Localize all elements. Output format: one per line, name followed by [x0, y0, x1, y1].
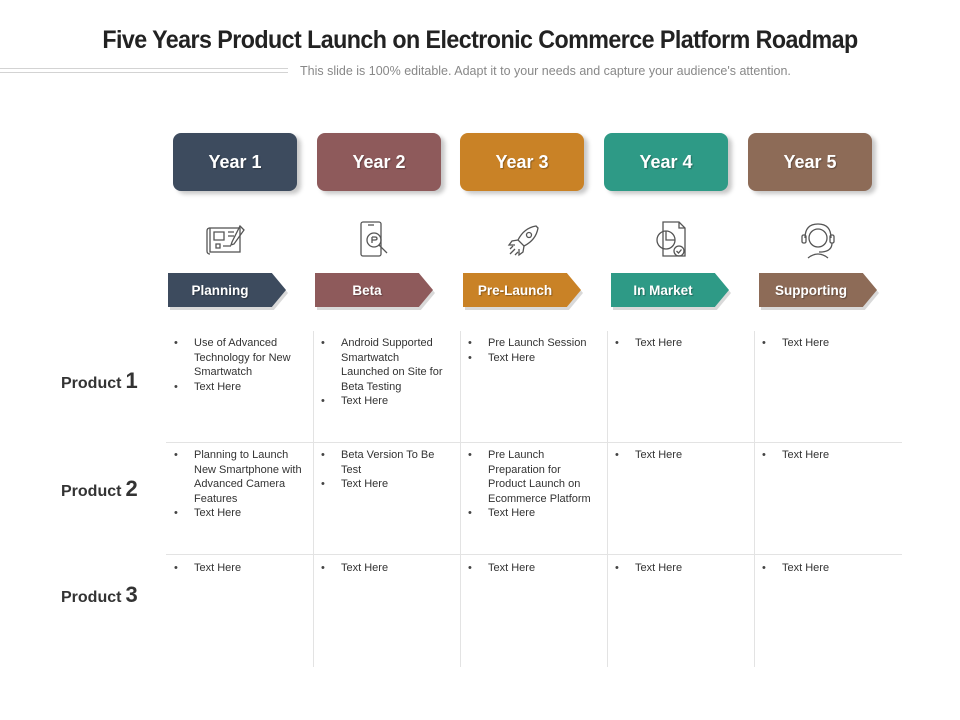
bullet-item: Text Here	[321, 561, 449, 576]
bullet-item: Text Here	[321, 477, 449, 492]
grid-cell: Text Here	[762, 448, 890, 463]
phase-label: Planning	[191, 282, 249, 298]
year-card-1: Year 1	[173, 133, 297, 191]
year-card-label: Year 2	[352, 151, 406, 172]
product-label-text: Product	[61, 589, 122, 606]
phase-arrow-supporting: Supporting	[759, 273, 877, 307]
bullet-list: Text Here	[762, 448, 890, 463]
bullet-item: Pre Launch Preparation for Product Launc…	[468, 448, 596, 506]
bullet-list: Planning to Launch New Smartphone with A…	[174, 448, 302, 521]
pie-chart-report-icon	[649, 218, 693, 262]
grid-cell: Beta Version To Be TestText Here	[321, 448, 449, 492]
bullet-item: Text Here	[468, 351, 596, 366]
bullet-item: Text Here	[762, 561, 890, 576]
bullet-list: Use of Advanced Technology for New Smart…	[174, 336, 302, 394]
grid-cell: Android Supported Smartwatch Launched on…	[321, 336, 449, 409]
bullet-list: Beta Version To Be TestText Here	[321, 448, 449, 492]
product-label-3: Product 3	[61, 582, 138, 608]
year-card-label: Year 1	[208, 151, 262, 172]
bullet-item: Text Here	[615, 561, 743, 576]
product-label-text: Product	[61, 483, 122, 500]
phase-arrow-in-market: In Market	[611, 273, 729, 307]
grid-column-divider	[754, 331, 755, 667]
product-label-number: 1	[125, 368, 138, 393]
slide-title: Five Years Product Launch on Electronic …	[102, 26, 858, 54]
year-card-5: Year 5	[748, 133, 872, 191]
bullet-item: Text Here	[468, 561, 596, 576]
product-label-text: Product	[61, 375, 122, 392]
year-card-label: Year 4	[639, 151, 693, 172]
phase-arrow-planning: Planning	[168, 273, 286, 307]
phase-arrow-beta: Beta	[315, 273, 433, 307]
bullet-list: Android Supported Smartwatch Launched on…	[321, 336, 449, 409]
grid-cell: Text Here	[762, 336, 890, 351]
grid-column-divider	[313, 331, 314, 667]
year-card-4: Year 4	[604, 133, 728, 191]
grid-cell: Text Here	[615, 561, 743, 576]
bullet-list: Pre Launch SessionText Here	[468, 336, 596, 365]
product-label-2: Product 2	[61, 476, 138, 502]
bullet-item: Text Here	[174, 380, 302, 395]
bullet-list: Text Here	[321, 561, 449, 576]
bullet-list: Text Here	[615, 336, 743, 351]
smartphone-search-icon	[355, 218, 399, 262]
product-label-1: Product 1	[61, 368, 138, 394]
grid-row-divider	[166, 554, 902, 555]
bullet-item: Text Here	[762, 448, 890, 463]
phase-label: Supporting	[775, 282, 847, 298]
bullet-item: Text Here	[762, 336, 890, 351]
bullet-item: Beta Version To Be Test	[321, 448, 449, 477]
grid-cell: Text Here	[321, 561, 449, 576]
bullet-item: Android Supported Smartwatch Launched on…	[321, 336, 449, 394]
product-label-number: 2	[125, 476, 138, 501]
phase-label: In Market	[633, 282, 693, 298]
grid-cell: Text Here	[615, 336, 743, 351]
grid-cell: Text Here	[174, 561, 302, 576]
subtitle-rule-bottom	[0, 72, 288, 73]
bullet-item: Text Here	[615, 448, 743, 463]
headset-support-icon	[796, 218, 840, 262]
bullet-list: Pre Launch Preparation for Product Launc…	[468, 448, 596, 521]
phase-label: Pre-Launch	[477, 282, 553, 298]
grid-cell: Pre Launch Preparation for Product Launc…	[468, 448, 596, 521]
bullet-item: Use of Advanced Technology for New Smart…	[174, 336, 302, 380]
bullet-list: Text Here	[615, 561, 743, 576]
grid-cell: Pre Launch SessionText Here	[468, 336, 596, 365]
rocket-icon	[502, 218, 546, 262]
year-card-2: Year 2	[317, 133, 441, 191]
bullet-list: Text Here	[762, 561, 890, 576]
grid-cell: Text Here	[615, 448, 743, 463]
year-card-3: Year 3	[460, 133, 584, 191]
grid-column-divider	[460, 331, 461, 667]
grid-cell: Planning to Launch New Smartphone with A…	[174, 448, 302, 521]
subtitle-rule-top	[0, 68, 288, 69]
bullet-list: Text Here	[615, 448, 743, 463]
grid-cell: Text Here	[468, 561, 596, 576]
bullet-list: Text Here	[468, 561, 596, 576]
bullet-list: Text Here	[762, 336, 890, 351]
grid-row-divider	[166, 442, 902, 443]
bullet-item: Text Here	[321, 394, 449, 409]
year-card-label: Year 3	[495, 151, 549, 172]
bullet-item: Text Here	[174, 506, 302, 521]
bullet-item: Planning to Launch New Smartphone with A…	[174, 448, 302, 506]
year-card-label: Year 5	[783, 151, 837, 172]
phase-label: Beta	[352, 282, 382, 298]
bullet-item: Text Here	[468, 506, 596, 521]
bullet-item: Text Here	[174, 561, 302, 576]
product-label-number: 3	[125, 582, 138, 607]
slide-subtitle: This slide is 100% editable. Adapt it to…	[300, 64, 791, 78]
bullet-list: Text Here	[174, 561, 302, 576]
phase-arrow-pre-launch: Pre-Launch	[463, 273, 581, 307]
grid-column-divider	[607, 331, 608, 667]
bullet-item: Pre Launch Session	[468, 336, 596, 351]
grid-cell: Use of Advanced Technology for New Smart…	[174, 336, 302, 394]
bullet-item: Text Here	[615, 336, 743, 351]
grid-cell: Text Here	[762, 561, 890, 576]
blueprint-icon	[204, 218, 248, 262]
